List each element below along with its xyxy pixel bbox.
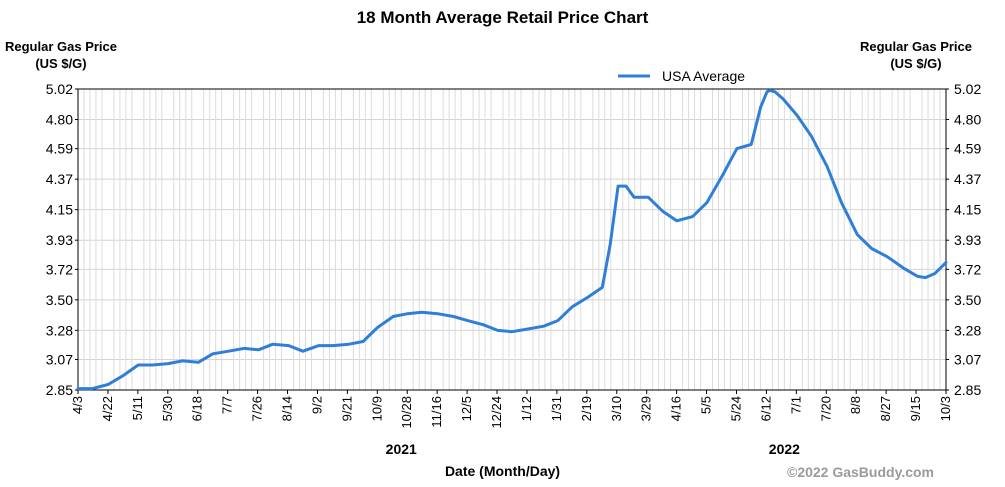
x-tick-label: 5/24 <box>728 396 743 421</box>
series-group <box>76 88 948 391</box>
x-tick-label: 10/28 <box>399 396 414 429</box>
grid-lines <box>77 88 946 391</box>
x-tick-label: 9/2 <box>309 396 324 414</box>
x-tick-label: 10/3 <box>938 396 953 421</box>
y-ticks-left: 5.02 4.80 4.59 4.37 4.15 3.93 3.72 3.50 3.28 3.07… <box>46 81 78 398</box>
x-tick-label: 5/5 <box>699 396 714 414</box>
x-tick-label: 8/27 <box>878 396 893 421</box>
y-tick-label-left: 3.72 <box>46 261 73 277</box>
x-tick-label: 5/30 <box>160 396 175 421</box>
x-tick-label: 2/19 <box>579 396 594 421</box>
y-tick-label-left: 2.85 <box>46 382 73 398</box>
x-tick-label: 11/16 <box>429 396 444 428</box>
x-tick-label: 5/11 <box>130 396 145 420</box>
x-tick-label: 7/1 <box>788 396 803 414</box>
x-tick-label: 6/18 <box>190 396 205 421</box>
x-tick-label: 3/10 <box>609 396 624 421</box>
y-tick-label-left: 3.28 <box>46 322 73 338</box>
legend: USA Average <box>618 68 745 84</box>
y-tick-label-right: 2.85 <box>954 382 981 398</box>
x-tick-label: 7/26 <box>250 396 265 421</box>
copyright-text: ©2022 GasBuddy.com <box>787 464 934 480</box>
x-tick-label: 9/21 <box>339 396 354 421</box>
y-tick-label-right: 4.59 <box>954 141 981 157</box>
y-tick-label-left: 3.07 <box>46 351 73 367</box>
y-tick-label-right: 3.72 <box>954 261 981 277</box>
x-tick-label: 1/31 <box>549 396 564 421</box>
x-tick-label: 3/29 <box>639 396 654 421</box>
y-tick-label-left: 5.02 <box>46 81 73 97</box>
plot-frame <box>77 88 947 391</box>
x-axis-title: Date (Month/Day) <box>444 463 561 479</box>
y-ticks-right: 5.02 4.80 4.59 4.37 4.15 3.93 3.72 3.50 3.28 3.07… <box>946 81 981 398</box>
y-tick-label-right: 5.02 <box>954 81 981 97</box>
x-tick-label: 9/15 <box>908 396 923 421</box>
x-tick-label: 8/8 <box>848 396 863 414</box>
y-tick-label-right: 4.80 <box>954 112 981 128</box>
x-tick-label: 10/9 <box>369 396 384 421</box>
series-line-usa-average <box>76 88 948 391</box>
y-tick-label-left: 4.80 <box>46 112 73 128</box>
year-labels: 2021 2022 <box>386 441 800 457</box>
chart-title: 18 Month Average Retail Price Chart <box>356 8 649 27</box>
x-tick-label: 12/5 <box>459 396 474 421</box>
x-tick-label: 7/20 <box>818 396 833 421</box>
x-ticks: 4/3 4/22 5/11 5/30 6/18 7/7 7/26 8/14 9/2 9/21 10/… <box>70 390 953 429</box>
x-tick-label: 4/16 <box>669 396 684 421</box>
legend-label: USA Average <box>662 68 745 84</box>
x-tick-label: 6/12 <box>758 396 773 421</box>
y-axis-title-right: Regular Gas Price (US $/G) <box>860 39 972 71</box>
y-tick-label-right: 4.37 <box>954 171 981 187</box>
y-axis-title-left: Regular Gas Price (US $/G) <box>5 39 117 71</box>
y-tick-label-right: 3.07 <box>954 351 981 367</box>
x-tick-label: 1/12 <box>519 396 534 421</box>
year-label: 2022 <box>769 441 800 457</box>
y-tick-label-left: 3.50 <box>46 292 73 308</box>
y-tick-label-right: 4.15 <box>954 202 981 218</box>
year-label: 2021 <box>386 441 417 457</box>
y-tick-label-right: 3.28 <box>954 322 981 338</box>
y-tick-label-left: 3.93 <box>46 232 73 248</box>
y-tick-label-right: 3.50 <box>954 292 981 308</box>
y-tick-label-left: 4.37 <box>46 171 73 187</box>
x-tick-label: 12/24 <box>489 396 504 429</box>
y-tick-label-left: 4.15 <box>46 202 73 218</box>
y-tick-label-right: 3.93 <box>954 232 981 248</box>
x-tick-label: 8/14 <box>280 396 295 421</box>
y-tick-label-left: 4.59 <box>46 141 73 157</box>
x-tick-label: 4/3 <box>70 396 85 414</box>
x-tick-label: 7/7 <box>220 396 235 414</box>
x-tick-label: 4/22 <box>100 396 115 421</box>
